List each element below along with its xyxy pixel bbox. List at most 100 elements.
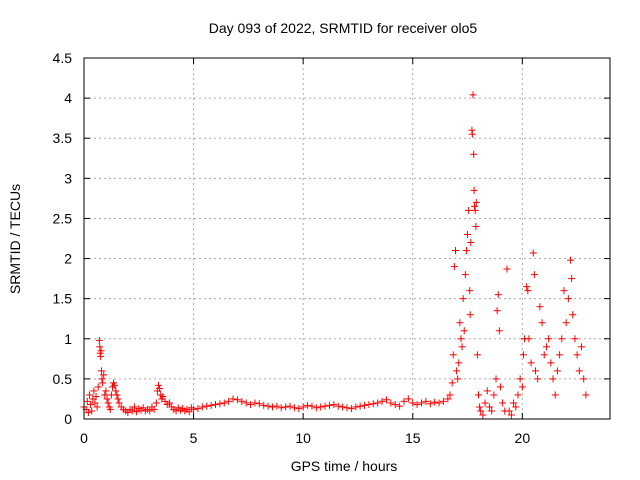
data-point [229, 395, 237, 403]
data-point [103, 395, 111, 403]
data-point [212, 401, 219, 409]
data-point [404, 395, 412, 403]
data-point [492, 375, 500, 383]
data-point [115, 399, 123, 407]
data-point [365, 401, 373, 409]
data-point [317, 403, 325, 411]
data-point [431, 398, 439, 406]
data-point [352, 403, 360, 411]
data-point [194, 405, 202, 413]
data-point [111, 381, 119, 389]
data-point [225, 397, 233, 405]
data-point [396, 402, 404, 410]
data-point [100, 371, 108, 379]
data-point [93, 403, 101, 411]
data-point [369, 400, 377, 408]
data-point [343, 404, 351, 412]
y-tick-label: 2 [64, 251, 72, 267]
data-point [203, 402, 211, 410]
data-point [87, 401, 95, 409]
data-point [471, 206, 479, 214]
data-point [531, 367, 539, 375]
data-point [461, 271, 469, 279]
data-point [493, 307, 501, 315]
data-point [96, 343, 104, 351]
data-point [104, 399, 112, 407]
data-point [198, 403, 206, 411]
data-point [568, 275, 576, 283]
y-tick-label: 4.5 [53, 50, 73, 66]
data-point [466, 287, 474, 295]
data-point [453, 367, 461, 375]
data-point [464, 230, 472, 238]
data-point [99, 379, 107, 387]
data-point [97, 347, 105, 355]
data-point [400, 397, 408, 405]
data-point [247, 401, 255, 409]
data-point [476, 403, 484, 411]
data-point [114, 395, 122, 403]
data-point [560, 287, 568, 295]
data-point [507, 411, 515, 419]
data-point [542, 343, 550, 351]
data-point [456, 319, 464, 327]
data-point [460, 327, 468, 335]
data-point [468, 130, 476, 138]
data-point [454, 375, 462, 383]
data-point [152, 399, 160, 407]
data-point [495, 327, 503, 335]
data-point [295, 405, 303, 413]
data-point [485, 403, 493, 411]
data-point [558, 335, 566, 343]
data-point [413, 401, 421, 409]
data-point [95, 336, 103, 344]
data-point [190, 405, 198, 413]
data-point [494, 291, 502, 299]
data-point [448, 379, 456, 387]
data-point [529, 249, 537, 257]
data-point [567, 256, 575, 264]
data-point [551, 391, 559, 399]
x-axis-label: GPS time / hours [291, 458, 398, 474]
x-tick-label: 20 [515, 430, 531, 446]
data-point [516, 375, 524, 383]
data-point [469, 91, 477, 99]
data-point [481, 399, 489, 407]
data-point [426, 400, 434, 408]
y-tick-label: 2.5 [53, 210, 73, 226]
data-point [382, 396, 390, 404]
data-point [475, 391, 482, 399]
data-point [523, 283, 531, 291]
data-point [439, 397, 447, 405]
data-point [391, 401, 399, 409]
points-layer [80, 91, 590, 419]
data-point [387, 399, 395, 407]
data-point [446, 391, 454, 399]
y-tick-label: 0.5 [53, 371, 73, 387]
data-point [106, 405, 114, 413]
data-point [525, 335, 533, 343]
data-point [472, 198, 480, 206]
data-point [101, 391, 109, 399]
data-point [455, 359, 463, 367]
y-axis-label: SRMTID / TECUs [7, 184, 23, 294]
data-point [490, 391, 498, 399]
data-point [242, 399, 250, 407]
data-point [549, 375, 557, 383]
data-point [530, 271, 538, 279]
data-point [94, 383, 102, 391]
grid-layer [84, 58, 610, 419]
data-point [505, 407, 513, 415]
data-point [422, 397, 430, 405]
data-point [321, 402, 329, 410]
data-point [185, 408, 193, 416]
data-point [578, 343, 586, 351]
data-point [512, 403, 520, 411]
data-point [88, 407, 96, 415]
data-point [146, 407, 154, 415]
y-tick-label: 3.5 [53, 130, 73, 146]
y-tick-label: 4 [64, 90, 72, 106]
data-point [538, 319, 546, 327]
